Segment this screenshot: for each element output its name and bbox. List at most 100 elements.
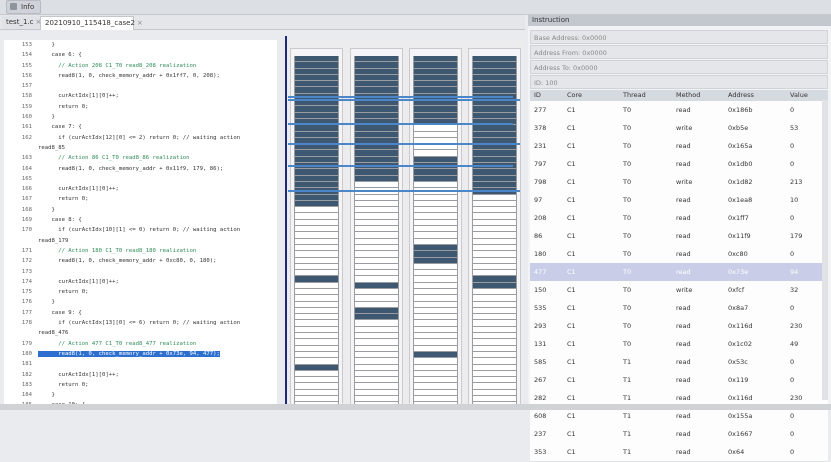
memory-cell[interactable] xyxy=(472,288,517,296)
table-row[interactable]: 293 C1 T0 read 0x116d 230 xyxy=(530,317,828,336)
memory-cell[interactable] xyxy=(472,301,517,308)
memory-cell[interactable] xyxy=(354,251,399,258)
tab-test-1-c[interactable]: test_1.c × xyxy=(2,16,42,29)
tab-case2[interactable]: 20210910_115418_case2 × xyxy=(40,16,143,30)
id-field[interactable]: ID: 100 xyxy=(530,75,828,89)
code-line[interactable]: 181 xyxy=(4,359,277,369)
memory-cell[interactable] xyxy=(294,288,339,296)
memory-cell[interactable] xyxy=(413,295,458,302)
memory-cell[interactable] xyxy=(413,226,458,233)
memory-cell[interactable] xyxy=(413,219,458,227)
memory-cell[interactable] xyxy=(472,257,517,264)
memory-cell[interactable] xyxy=(472,351,517,359)
memory-cell[interactable] xyxy=(472,263,517,271)
memory-cell[interactable] xyxy=(354,295,399,302)
memory-cell[interactable] xyxy=(354,370,399,378)
memory-cell[interactable] xyxy=(354,62,399,69)
column-header[interactable]: ID xyxy=(534,91,541,99)
memory-cell[interactable] xyxy=(413,314,458,321)
memory-cell[interactable] xyxy=(413,100,458,107)
memory-cell[interactable] xyxy=(413,282,458,289)
memory-cell[interactable] xyxy=(294,257,339,264)
memory-cell[interactable] xyxy=(472,345,517,352)
memory-cell[interactable] xyxy=(294,282,339,289)
memory-cell[interactable] xyxy=(413,389,458,397)
memory-cell[interactable] xyxy=(354,282,399,289)
memory-cell[interactable] xyxy=(413,370,458,378)
memory-cell[interactable] xyxy=(294,358,339,365)
memory-cell[interactable] xyxy=(413,301,458,308)
memory-cell[interactable] xyxy=(354,314,399,321)
memory-cell[interactable] xyxy=(354,87,399,94)
memory-cell[interactable] xyxy=(294,68,339,75)
memory-cell[interactable] xyxy=(294,345,339,352)
code-line[interactable]: 182 curActIdx[1][0]++; xyxy=(4,370,277,380)
memory-cell[interactable] xyxy=(294,56,339,63)
memory-cell[interactable] xyxy=(354,307,399,315)
memory-cell[interactable] xyxy=(354,238,399,245)
code-line[interactable]: 178 if (curActIdx[13][0] <= 6) return 0;… xyxy=(4,318,277,328)
memory-cell[interactable] xyxy=(413,213,458,220)
table-row[interactable]: 585 C1 T1 read 0x53c 0 xyxy=(530,353,828,372)
memory-cell[interactable] xyxy=(472,276,517,283)
memory-cell[interactable] xyxy=(294,232,339,239)
memory-cell[interactable] xyxy=(294,364,339,371)
memory-cell[interactable] xyxy=(472,333,517,340)
memory-cell[interactable] xyxy=(354,194,399,201)
memory-cell[interactable] xyxy=(472,213,517,220)
memory-cell[interactable] xyxy=(294,295,339,302)
code-line[interactable]: 184 } xyxy=(4,390,277,400)
memory-cell[interactable] xyxy=(413,81,458,88)
code-line[interactable]: read8_179 xyxy=(4,236,277,246)
memory-cell[interactable] xyxy=(354,333,399,340)
memory-cell[interactable] xyxy=(413,333,458,340)
memory-cell[interactable] xyxy=(472,314,517,321)
code-line[interactable]: 160 } xyxy=(4,112,277,122)
memory-cell[interactable] xyxy=(413,257,458,264)
memory-cell[interactable] xyxy=(354,207,399,214)
memory-cell[interactable] xyxy=(354,226,399,233)
code-line[interactable]: 183 return 0; xyxy=(4,380,277,390)
memory-cell[interactable] xyxy=(472,87,517,94)
table-scrollbar[interactable] xyxy=(822,100,828,400)
memory-cell[interactable] xyxy=(294,200,339,208)
memory-cell[interactable] xyxy=(294,326,339,334)
memory-cell[interactable] xyxy=(472,156,517,164)
memory-cell[interactable] xyxy=(294,213,339,220)
memory-cell[interactable] xyxy=(413,270,458,277)
memory-cell[interactable] xyxy=(294,169,339,176)
memory-cell[interactable] xyxy=(472,112,517,119)
memory-cell[interactable] xyxy=(354,383,399,390)
memory-cell[interactable] xyxy=(472,131,517,138)
memory-cell[interactable] xyxy=(294,62,339,69)
memory-cell[interactable] xyxy=(472,396,517,403)
memory-cell[interactable] xyxy=(294,377,339,384)
memory-cell[interactable] xyxy=(472,125,517,132)
memory-cell[interactable] xyxy=(413,87,458,94)
memory-cell[interactable] xyxy=(294,339,339,346)
memory-cell[interactable] xyxy=(294,251,339,258)
memory-cell[interactable] xyxy=(472,326,517,334)
memory-cell[interactable] xyxy=(413,62,458,69)
base-address-field[interactable]: Base Address: 0x0000 xyxy=(530,30,828,44)
memory-cell[interactable] xyxy=(354,56,399,63)
code-line[interactable]: 166 curActIdx[1][0]++; xyxy=(4,184,277,194)
memory-cell[interactable] xyxy=(294,351,339,359)
memory-cell[interactable] xyxy=(472,181,517,189)
memory-cell[interactable] xyxy=(413,320,458,327)
code-line[interactable]: 155 // Action 208 C1_T0 read8_208 realiz… xyxy=(4,61,277,71)
column-header[interactable]: Core xyxy=(567,91,583,99)
memory-cell[interactable] xyxy=(354,351,399,359)
memory-cell[interactable] xyxy=(413,156,458,164)
code-line[interactable]: 164 read8(1, 0, check_memory_addr + 0x11… xyxy=(4,164,277,174)
code-line[interactable]: 180 read8(1, 0, check_memory_addr + 0x73… xyxy=(4,349,277,359)
code-line[interactable]: 163 // Action 86 C1_T0 read8_86 realizat… xyxy=(4,153,277,163)
memory-cell[interactable] xyxy=(354,213,399,220)
memory-cell[interactable] xyxy=(294,81,339,88)
code-line[interactable]: 156 read8(1, 0, check_memory_addr + 0x1f… xyxy=(4,71,277,81)
code-line[interactable]: 165 xyxy=(4,174,277,184)
code-line[interactable]: 179 // Action 477 C1_T0 read8_477 realiz… xyxy=(4,339,277,349)
memory-cell[interactable] xyxy=(472,383,517,390)
memory-cell[interactable] xyxy=(294,263,339,271)
column-header[interactable]: Value xyxy=(790,91,808,99)
